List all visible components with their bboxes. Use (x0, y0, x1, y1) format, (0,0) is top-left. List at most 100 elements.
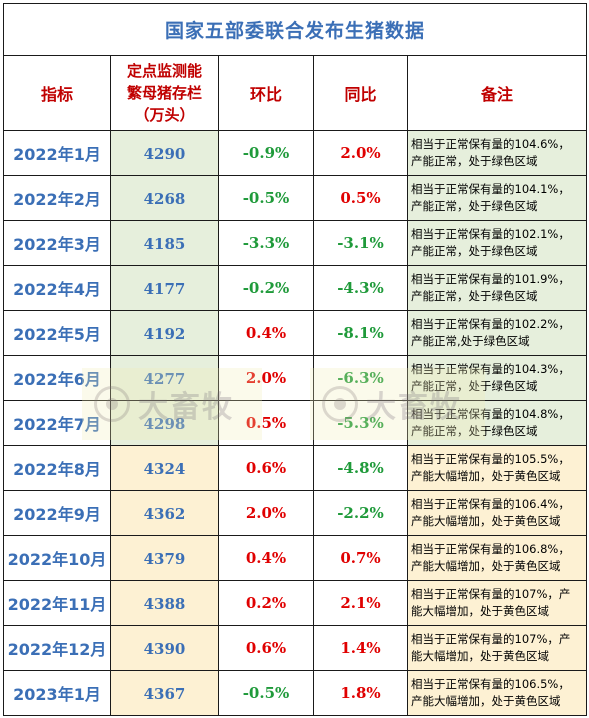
note-cell: 相当于正常保有量的101.9%， 产能正常，处于绿色区域 (407, 265, 587, 311)
mom-cell: -0.2% (218, 265, 314, 311)
month-cell: 2022年4月 (3, 265, 111, 311)
stock-cell: 4390 (110, 625, 219, 671)
stock-cell: 4362 (110, 490, 219, 536)
table-row: 2022年12月 4390 0.6% 1.4% 相当于正常保有量的107%，产 能大幅增加… (3, 625, 587, 671)
stock-cell: 4185 (110, 220, 219, 266)
stock-cell: 4367 (110, 670, 219, 716)
note-line1: 相当于正常保有量的106.8%， (411, 542, 570, 556)
note-line1: 相当于正常保有量的105.5%， (411, 452, 570, 466)
table-row: 2023年1月 4367 -0.5% 1.8% 相当于正常保有量的106.5%， 产能大幅… (3, 670, 587, 716)
header-stock-line3: （万头） (134, 106, 195, 124)
mom-cell: -0.5% (218, 670, 314, 716)
table-row: 2022年7月 4298 0.5% -5.3% 相当于正常保有量的104.8%， 产能正常… (3, 400, 587, 446)
note-cell: 相当于正常保有量的107%，产 能大幅增加，处于黄色区域 (407, 625, 587, 671)
note-line2: 产能大幅增加，处于黄色区域 (411, 469, 561, 483)
note-line2: 产能大幅增加，处于黄色区域 (411, 514, 561, 528)
stock-value: 4177 (143, 279, 186, 298)
table-row: 2022年6月 4277 2.0% -6.3% 相当于正常保有量的104.3%， 产能正常… (3, 355, 587, 401)
table-row: 2022年5月 4192 0.4% -8.1% 相当于正常保有量的102.2%， 产能正常… (3, 310, 587, 356)
yoy-cell: 2.1% (313, 580, 408, 626)
stock-cell: 4277 (110, 355, 219, 401)
mom-cell: 0.6% (218, 625, 314, 671)
mom-cell: -0.5% (218, 175, 314, 221)
mom-cell: 0.2% (218, 580, 314, 626)
month-cell: 2022年12月 (3, 625, 111, 671)
month-cell: 2023年1月 (3, 670, 111, 716)
note-cell: 相当于正常保有量的102.2%， 产能正常,处于绿色区域 (407, 310, 587, 356)
stock-cell: 4324 (110, 445, 219, 491)
yoy-cell: 1.4% (313, 625, 408, 671)
note-line1: 相当于正常保有量的102.1%， (411, 227, 570, 241)
note-cell: 相当于正常保有量的106.4%， 产能大幅增加，处于黄色区域 (407, 490, 587, 536)
note-line1: 相当于正常保有量的104.3%， (411, 362, 570, 376)
month-cell: 2022年7月 (3, 400, 111, 446)
note-cell: 相当于正常保有量的104.3%， 产能正常，处于绿色区域 (407, 355, 587, 401)
note-cell: 相当于正常保有量的106.5%， 产能大幅增加，处于黄色区域 (407, 670, 587, 716)
month-cell: 2022年3月 (3, 220, 111, 266)
header-stock: 定点监测能 繁母猪存栏 （万头） (110, 55, 219, 131)
note-line2: 产能正常，处于绿色区域 (411, 199, 538, 213)
table-row: 2022年8月 4324 0.6% -4.8% 相当于正常保有量的105.5%， 产能大幅… (3, 445, 587, 491)
note-line1: 相当于正常保有量的101.9%， (411, 272, 570, 286)
mom-cell: -3.3% (218, 220, 314, 266)
stock-value: 4185 (143, 234, 186, 253)
note-line1: 相当于正常保有量的107%，产 (411, 632, 571, 646)
yoy-cell: -3.1% (313, 220, 408, 266)
note-line2: 产能正常，处于绿色区域 (411, 154, 538, 168)
yoy-cell: -2.2% (313, 490, 408, 536)
mom-cell: 0.5% (218, 400, 314, 446)
month-cell: 2022年11月 (3, 580, 111, 626)
stock-value: 4390 (143, 639, 186, 658)
note-cell: 相当于正常保有量的102.1%， 产能正常，处于绿色区域 (407, 220, 587, 266)
yoy-cell: 0.7% (313, 535, 408, 581)
note-cell: 相当于正常保有量的104.6%， 产能正常，处于绿色区域 (407, 130, 587, 176)
yoy-cell: -4.3% (313, 265, 408, 311)
stock-value: 4367 (143, 684, 186, 703)
note-line1: 相当于正常保有量的104.1%， (411, 182, 570, 196)
yoy-cell: -8.1% (313, 310, 408, 356)
yoy-cell: -5.3% (313, 400, 408, 446)
yoy-cell: 1.8% (313, 670, 408, 716)
stock-cell: 4177 (110, 265, 219, 311)
yoy-cell: 2.0% (313, 130, 408, 176)
month-cell: 2022年9月 (3, 490, 111, 536)
table-row: 2022年3月 4185 -3.3% -3.1% 相当于正常保有量的102.1%， 产能正… (3, 220, 587, 266)
note-line2: 产能正常，处于绿色区域 (411, 379, 538, 393)
note-line2: 产能正常，处于绿色区域 (411, 289, 538, 303)
stock-cell: 4268 (110, 175, 219, 221)
yoy-cell: -4.8% (313, 445, 408, 491)
header-indicator: 指标 (3, 55, 111, 131)
mom-cell: -0.9% (218, 130, 314, 176)
note-cell: 相当于正常保有量的106.8%， 产能大幅增加，处于黄色区域 (407, 535, 587, 581)
month-cell: 2022年1月 (3, 130, 111, 176)
pig-data-table: 国家五部委联合发布生猪数据 指标 定点监测能 繁母猪存栏 （万头） 环比 同比 … (3, 3, 587, 716)
mom-cell: 2.0% (218, 355, 314, 401)
header-yoy: 同比 (313, 55, 408, 131)
note-line1: 相当于正常保有量的104.8%， (411, 407, 570, 421)
stock-value: 4324 (143, 459, 186, 478)
note-line1: 相当于正常保有量的102.2%， (411, 317, 570, 331)
note-line1: 相当于正常保有量的106.5%， (411, 677, 570, 691)
month-cell: 2022年10月 (3, 535, 111, 581)
note-line2: 产能正常，处于绿色区域 (411, 244, 538, 258)
yoy-cell: -6.3% (313, 355, 408, 401)
yoy-cell: 0.5% (313, 175, 408, 221)
stock-cell: 4290 (110, 130, 219, 176)
note-line1: 相当于正常保有量的106.4%， (411, 497, 570, 511)
stock-value: 4277 (143, 369, 186, 388)
note-line2: 产能大幅增加，处于黄色区域 (411, 559, 561, 573)
stock-value: 4268 (143, 189, 186, 208)
stock-value: 4290 (143, 144, 186, 163)
month-cell: 2022年5月 (3, 310, 111, 356)
stock-cell: 4192 (110, 310, 219, 356)
mom-cell: 0.6% (218, 445, 314, 491)
note-line2: 产能正常,处于绿色区域 (411, 334, 530, 348)
mom-cell: 0.4% (218, 310, 314, 356)
month-cell: 2022年8月 (3, 445, 111, 491)
note-cell: 相当于正常保有量的107%，产 能大幅增加，处于黄色区域 (407, 580, 587, 626)
stock-value: 4298 (143, 414, 186, 433)
note-line2: 能大幅增加，处于黄色区域 (411, 649, 549, 663)
stock-value: 4388 (143, 594, 186, 613)
header-mom: 环比 (218, 55, 314, 131)
table-row: 2022年11月 4388 0.2% 2.1% 相当于正常保有量的107%，产 能大幅增加… (3, 580, 587, 626)
